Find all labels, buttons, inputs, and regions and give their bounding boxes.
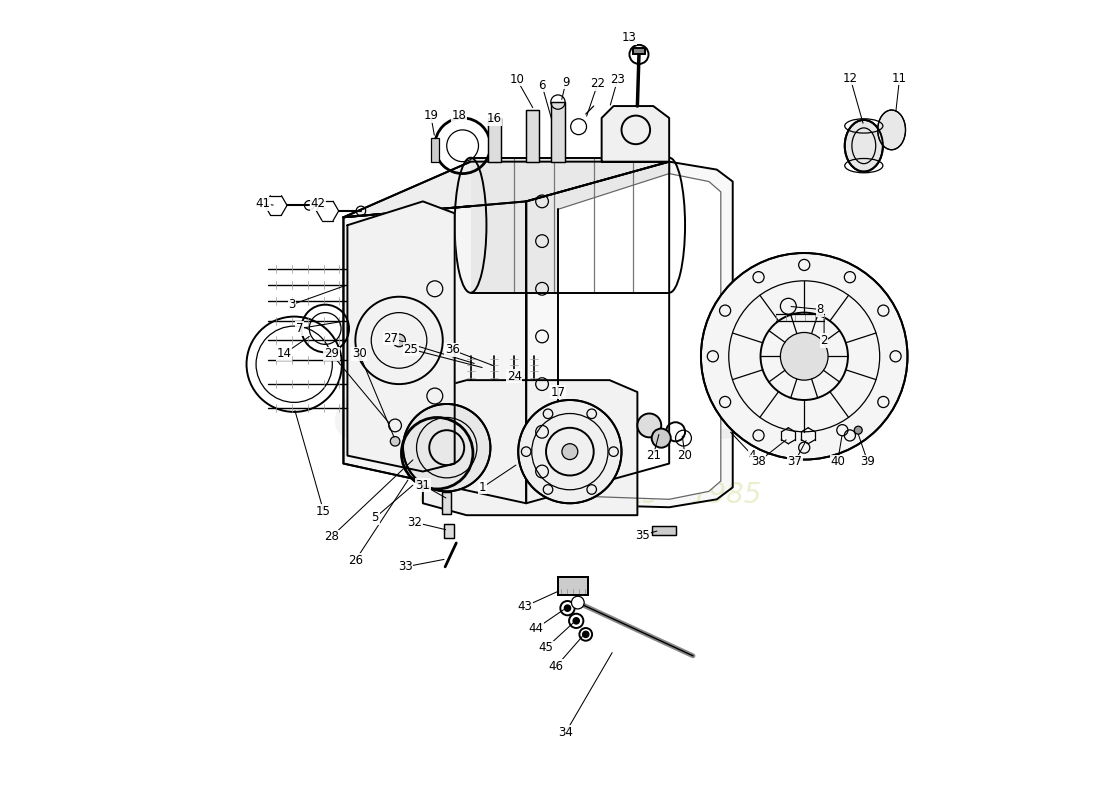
Polygon shape (602, 106, 669, 162)
Text: 24: 24 (507, 370, 521, 382)
Circle shape (572, 596, 584, 609)
Text: 44: 44 (528, 622, 543, 635)
Text: 40: 40 (830, 455, 845, 469)
Text: 4: 4 (749, 449, 757, 462)
Circle shape (562, 444, 578, 459)
Text: 30: 30 (352, 347, 366, 361)
Circle shape (573, 618, 580, 624)
Bar (444, 524, 454, 538)
Bar (651, 526, 675, 535)
Text: 1: 1 (478, 481, 486, 494)
Text: 43: 43 (517, 600, 532, 613)
Text: a part•r for parts•  1985: a part•r for parts• 1985 (418, 482, 761, 510)
Bar (471, 158, 669, 293)
Text: 2: 2 (821, 334, 828, 347)
Text: 26: 26 (348, 554, 363, 567)
Text: 32: 32 (407, 516, 422, 529)
Circle shape (780, 333, 828, 380)
Bar (651, 526, 675, 535)
Text: 34: 34 (559, 726, 573, 738)
Text: 22: 22 (591, 78, 605, 90)
Text: 16: 16 (487, 112, 502, 126)
Text: 28: 28 (324, 530, 339, 543)
Bar (551, 102, 565, 162)
Text: 39: 39 (860, 455, 876, 469)
Ellipse shape (878, 110, 905, 150)
Bar (442, 492, 451, 514)
Text: 18: 18 (451, 109, 466, 122)
Polygon shape (343, 162, 669, 218)
Polygon shape (348, 202, 454, 471)
Text: 36: 36 (444, 343, 460, 357)
Text: 5: 5 (372, 511, 378, 524)
Text: 38: 38 (751, 455, 766, 469)
Polygon shape (558, 174, 720, 499)
Bar (431, 138, 439, 162)
Text: 41: 41 (255, 198, 270, 210)
Bar (558, 577, 589, 594)
Text: 19: 19 (424, 109, 438, 122)
Text: 29: 29 (324, 347, 339, 361)
Text: 12: 12 (843, 72, 858, 85)
Polygon shape (422, 380, 637, 515)
Text: 14: 14 (276, 347, 292, 361)
Circle shape (701, 253, 908, 459)
Ellipse shape (845, 120, 883, 171)
Text: 33: 33 (398, 560, 412, 574)
Circle shape (393, 334, 406, 346)
Text: 7: 7 (296, 322, 304, 335)
Text: 9: 9 (562, 76, 570, 89)
Circle shape (651, 429, 671, 448)
Text: 11: 11 (892, 72, 907, 85)
Polygon shape (343, 202, 526, 503)
Text: 21: 21 (646, 449, 661, 462)
Text: 27: 27 (384, 331, 398, 345)
Text: 45: 45 (539, 642, 553, 654)
Circle shape (637, 414, 661, 438)
Bar (488, 118, 501, 162)
Polygon shape (526, 162, 669, 503)
Circle shape (855, 426, 862, 434)
Text: 42: 42 (310, 198, 326, 210)
Text: 35: 35 (636, 529, 650, 542)
Text: 23: 23 (610, 74, 625, 86)
Text: 8: 8 (816, 303, 824, 316)
Text: 17: 17 (550, 386, 565, 398)
Text: 46: 46 (549, 660, 564, 673)
Text: 25: 25 (404, 342, 418, 356)
Text: 37: 37 (788, 455, 802, 469)
Circle shape (390, 437, 400, 446)
Circle shape (564, 605, 571, 611)
Bar (634, 48, 645, 54)
Text: eurospaces: eurospaces (331, 377, 848, 455)
Bar (551, 102, 565, 162)
Text: 31: 31 (416, 478, 430, 491)
Text: 13: 13 (621, 31, 637, 44)
Text: 3: 3 (288, 298, 296, 311)
Bar (526, 110, 539, 162)
Polygon shape (526, 162, 733, 507)
Circle shape (403, 404, 491, 491)
Circle shape (518, 400, 622, 503)
Text: 10: 10 (509, 73, 524, 86)
Text: 15: 15 (316, 505, 331, 518)
Bar (526, 110, 539, 162)
Text: 6: 6 (538, 79, 546, 92)
Circle shape (583, 631, 588, 638)
Text: 20: 20 (678, 449, 693, 462)
Bar (488, 118, 501, 162)
Bar (442, 492, 451, 514)
Bar (558, 577, 589, 594)
Bar (444, 524, 454, 538)
